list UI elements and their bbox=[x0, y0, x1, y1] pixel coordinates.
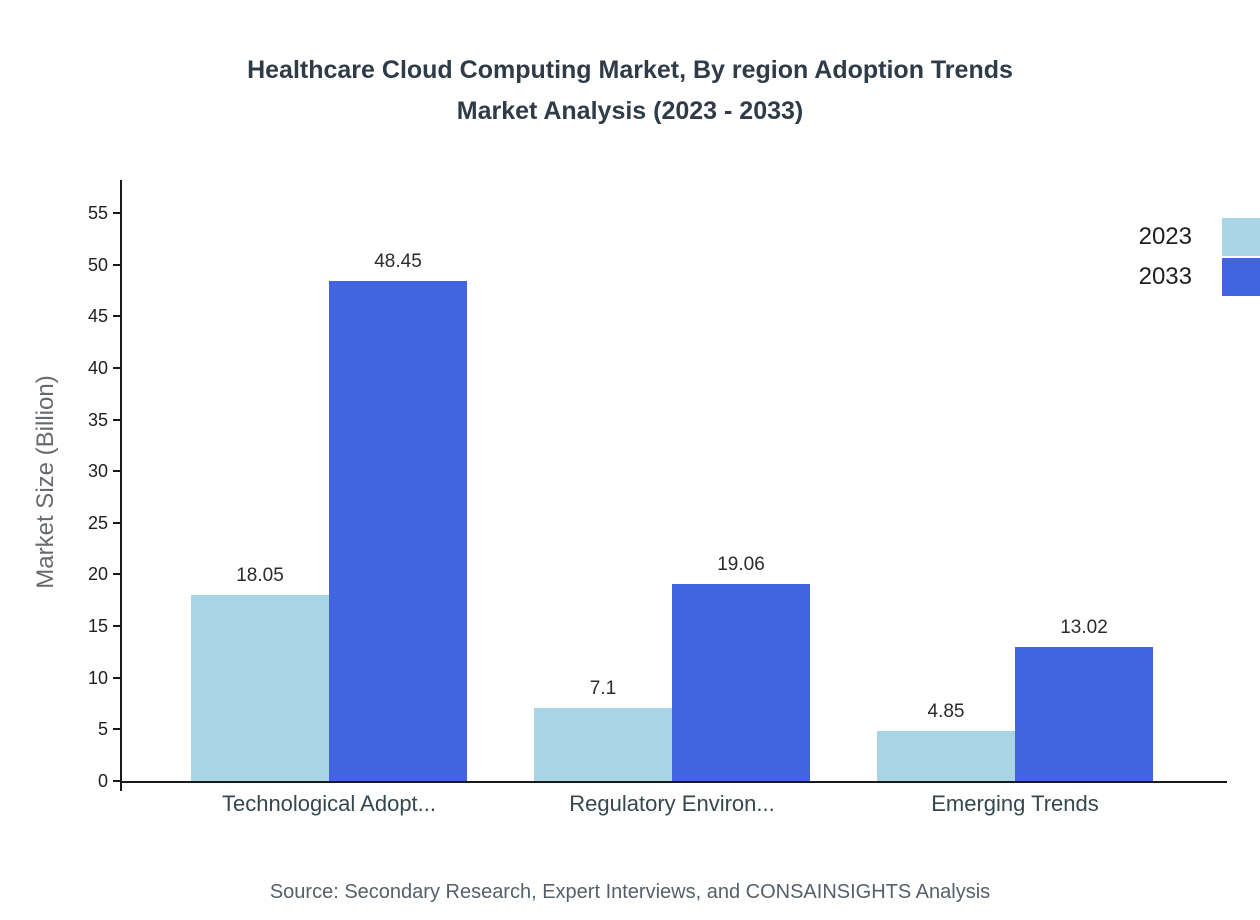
y-axis-tick-label: 20 bbox=[87, 564, 108, 585]
bar-value-label: 19.06 bbox=[717, 554, 765, 575]
x-axis-category-label: Technological Adopt... bbox=[221, 791, 437, 816]
y-axis-tick bbox=[113, 780, 122, 782]
y-axis-tick-label: 45 bbox=[87, 306, 108, 327]
source-note: Source: Secondary Research, Expert Inter… bbox=[269, 881, 991, 903]
y-axis-tick bbox=[113, 470, 122, 473]
y-axis-tick-label: 35 bbox=[87, 409, 108, 430]
bar-value-label: 7.1 bbox=[589, 678, 617, 699]
y-axis-tick-label: 25 bbox=[87, 512, 108, 533]
bar-value-label: 18.05 bbox=[236, 565, 284, 586]
y-axis-tick-label: 15 bbox=[87, 616, 108, 637]
y-axis-tick-label: 55 bbox=[87, 203, 108, 223]
bar-2033-group2 bbox=[672, 584, 810, 781]
y-axis-tick-label: 30 bbox=[87, 461, 108, 482]
y-axis-tick bbox=[113, 366, 122, 369]
y-axis-tick-label: 0 bbox=[97, 771, 108, 791]
bar-2023-group2 bbox=[534, 708, 672, 781]
legend-row-2023: 2023 bbox=[1090, 218, 1260, 258]
y-axis-tick bbox=[113, 418, 122, 421]
y-axis-title: Market Size (Billion) bbox=[32, 375, 59, 589]
bar-2033-group3 bbox=[1015, 647, 1153, 781]
y-axis-tick bbox=[113, 573, 122, 576]
y-axis-tick bbox=[113, 676, 122, 679]
x-axis-category-label: Regulatory Environ... bbox=[569, 791, 775, 816]
bar-2023-group1 bbox=[191, 595, 329, 781]
plot-area: 0 5 10 15 20 25 30 35 40 45 50 55 18.05 48.45 Technolo… bbox=[88, 180, 1227, 816]
bar-value-label: 13.02 bbox=[1060, 617, 1108, 638]
chart-title-line2: Market Analysis (2023 - 2033) bbox=[456, 97, 804, 125]
legend-label-2023: 2023 bbox=[1138, 223, 1192, 250]
y-axis-tick bbox=[113, 521, 122, 524]
chart-title: Healthcare Cloud Computing Market, By re… bbox=[0, 50, 1260, 132]
y-axis-tick bbox=[113, 212, 122, 214]
legend-label-2033: 2033 bbox=[1138, 263, 1192, 290]
legend-swatch-2033 bbox=[1222, 258, 1260, 296]
legend-swatch-2023 bbox=[1222, 218, 1260, 256]
chart-title-line1: Healthcare Cloud Computing Market, By re… bbox=[247, 56, 1013, 84]
y-axis-tick bbox=[113, 728, 122, 731]
bar-value-label: 48.45 bbox=[374, 251, 422, 272]
bar-2023-group3 bbox=[877, 731, 1015, 781]
y-axis-tick-label: 10 bbox=[87, 667, 108, 688]
y-axis-tick bbox=[113, 263, 122, 266]
y-axis-tick-label: 40 bbox=[87, 357, 108, 378]
y-axis-tick-label: 5 bbox=[97, 719, 108, 740]
legend: 2023 2033 bbox=[1090, 218, 1260, 298]
bar-2033-group1 bbox=[329, 281, 467, 781]
y-axis-tick-label: 50 bbox=[87, 254, 108, 275]
x-axis-category-label: Emerging Trends bbox=[931, 791, 1099, 816]
y-axis-tick bbox=[113, 625, 122, 628]
legend-row-2033: 2033 bbox=[1090, 258, 1260, 298]
bar-value-label: 4.85 bbox=[927, 701, 965, 722]
y-axis-tick bbox=[113, 315, 122, 318]
